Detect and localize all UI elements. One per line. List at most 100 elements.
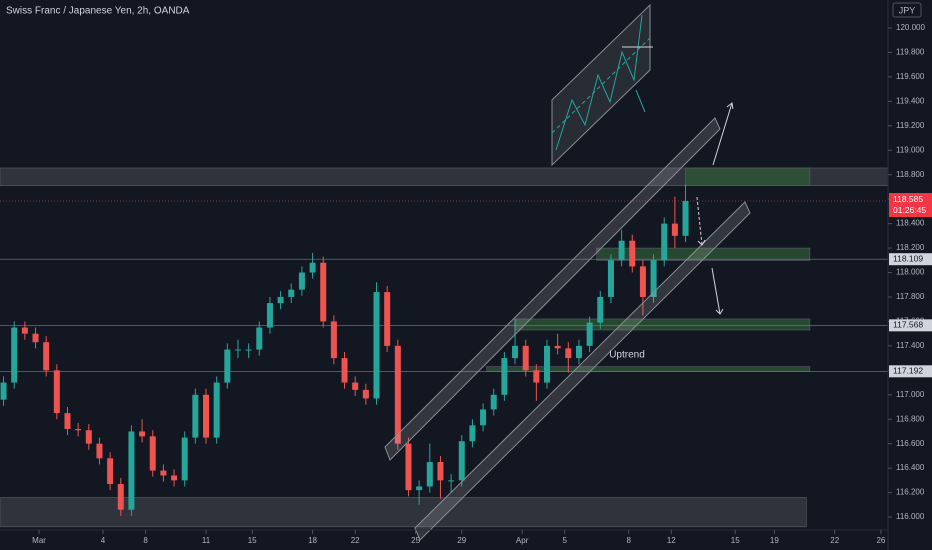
x-tick-label: 29	[457, 536, 466, 545]
candle-body	[405, 443, 412, 491]
candle-body	[565, 348, 572, 359]
chart-title: Swiss Franc / Japanese Yen, 2h, OANDA	[6, 6, 190, 17]
x-tick-label: 25	[411, 536, 420, 545]
y-tick-label: 119.800	[896, 48, 925, 57]
arrows	[635, 89, 734, 315]
y-tick-label: 116.400	[896, 463, 925, 472]
y-tick-label: 120.000	[896, 23, 925, 32]
y-tick-label: 119.400	[896, 96, 925, 105]
time-axis: Mar 4 8 11 15 18 22 25 29 Apr 5 8 12 15 19 22 26	[32, 530, 886, 545]
candle-body	[320, 262, 327, 322]
x-tick-label: 11	[202, 536, 211, 545]
candle-body	[128, 431, 135, 510]
candle-body	[554, 345, 561, 349]
x-tick-label: 8	[626, 536, 631, 545]
candle-body	[43, 342, 50, 371]
arrow	[711, 267, 721, 315]
countdown-label: 01:26:45	[893, 205, 926, 215]
x-tick-label: 22	[830, 536, 839, 545]
candle-body	[32, 333, 39, 343]
candle-body	[533, 370, 540, 383]
candle-body	[64, 413, 71, 430]
annotation: Uptrend	[609, 350, 645, 361]
candle-body	[469, 425, 476, 442]
level-label: 117.568	[893, 320, 923, 330]
last-price-box	[889, 192, 932, 217]
candle-body	[139, 431, 146, 437]
x-tick-label: 26	[876, 536, 885, 545]
arrow-head	[697, 239, 706, 246]
candle-body	[544, 345, 551, 383]
zone	[514, 318, 811, 331]
candle-body	[490, 394, 497, 410]
candle-body	[213, 382, 220, 438]
currency-badge[interactable]	[892, 2, 922, 18]
candle-body	[11, 327, 18, 383]
candle-body	[298, 272, 305, 290]
candle-body	[629, 240, 636, 267]
candle-body	[341, 358, 348, 383]
levels	[0, 200, 888, 372]
candle-body	[149, 436, 156, 471]
candle-body	[384, 292, 391, 346]
level-label-box	[889, 319, 932, 332]
y-tick-label: 119.200	[896, 121, 925, 130]
level-label: 117.192	[893, 366, 923, 376]
candle-body	[0, 382, 7, 400]
candle-body	[160, 470, 167, 476]
y-tick-label: 118.000	[896, 268, 925, 277]
x-tick-label: Apr	[516, 536, 529, 545]
arrow	[712, 102, 733, 166]
candle-body	[75, 429, 82, 431]
arrow-head	[726, 102, 734, 110]
level-label: 118.109	[893, 253, 923, 263]
x-tick-label: 4	[101, 536, 106, 545]
candle-body	[618, 240, 625, 261]
arrow	[696, 196, 703, 246]
y-tick-label: 117.000	[896, 390, 925, 399]
candle-body	[288, 289, 295, 297]
y-tick-label: 116.800	[896, 414, 925, 423]
y-tick-label: 118.400	[896, 219, 925, 228]
candle-body	[203, 394, 210, 438]
y-tick-label: 117.800	[896, 292, 925, 301]
candle-body	[277, 296, 284, 304]
zone	[685, 167, 811, 187]
y-tick-label: 119.000	[896, 145, 925, 154]
candle-body	[53, 370, 60, 414]
candle-body	[330, 321, 337, 359]
candle-body	[192, 394, 199, 438]
candle-body	[671, 223, 678, 236]
candle-body	[266, 303, 273, 328]
candle-body	[575, 345, 582, 359]
arrow-head	[715, 308, 724, 315]
candle-body	[256, 327, 263, 350]
y-tick-label: 117.400	[896, 341, 925, 350]
candle-body	[96, 443, 103, 459]
candle-body	[352, 382, 359, 390]
candle-body	[448, 480, 455, 482]
candle-body	[117, 484, 124, 510]
candles	[0, 184, 689, 516]
candle-body	[639, 266, 646, 297]
candle-body	[650, 260, 657, 297]
y-tick-label: 119.600	[896, 72, 925, 81]
zone	[596, 247, 811, 261]
level-label-box	[889, 253, 932, 266]
candle-body	[224, 349, 231, 383]
candle-body	[607, 260, 614, 297]
zones	[0, 167, 889, 528]
upper-channel	[384, 117, 721, 461]
candle-body	[245, 349, 252, 351]
candle-body	[437, 462, 444, 481]
candle-body	[107, 458, 114, 485]
candle-body	[416, 486, 423, 491]
candle-body	[362, 389, 369, 399]
candle-body	[597, 296, 604, 323]
level-label-box	[889, 365, 932, 378]
last-price-label: 118.585	[893, 194, 923, 204]
lower-channel	[414, 201, 751, 541]
candle-body	[480, 409, 487, 426]
